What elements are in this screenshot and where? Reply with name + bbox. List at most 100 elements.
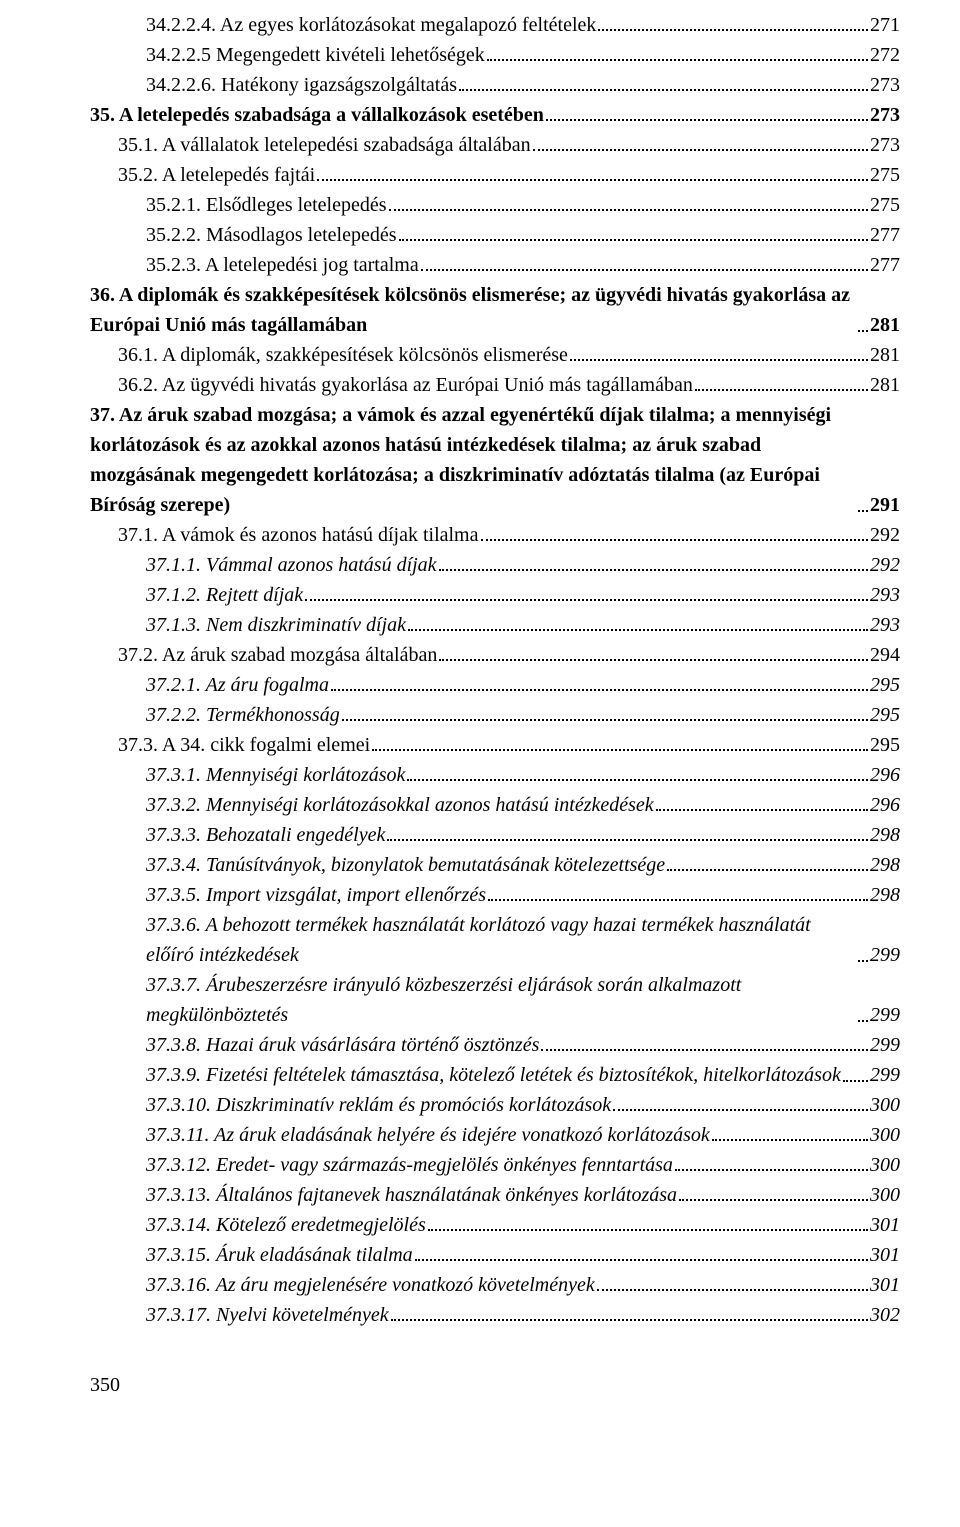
toc-title: 35.2.2. Másodlagos letelepedés xyxy=(146,220,397,250)
toc-leader xyxy=(858,314,868,332)
toc-page: 272 xyxy=(870,40,900,70)
toc-page: 295 xyxy=(870,670,900,700)
toc-leader xyxy=(679,1183,868,1201)
toc-page: 302 xyxy=(870,1300,900,1330)
page-number: 350 xyxy=(90,1370,900,1400)
toc-entry: 34.2.2.4. Az egyes korlátozásokat megala… xyxy=(146,10,900,40)
toc-leader xyxy=(459,73,868,91)
toc-entry: 37.3.6. A behozott termékek használatát … xyxy=(146,910,900,970)
toc-entry: 37.3.1. Mennyiségi korlátozások296 xyxy=(146,760,900,790)
toc-title: 37.3.16. Az áru megjelenésére vonatkozó … xyxy=(146,1270,595,1300)
toc-entry: 37.3.8. Hazai áruk vásárlására történő ö… xyxy=(146,1030,900,1060)
toc-title: 37.2.2. Termékhonosság xyxy=(146,700,340,730)
toc-title: 37.3.1. Mennyiségi korlátozások xyxy=(146,760,405,790)
toc-page: 273 xyxy=(870,100,900,130)
toc-entry: 37.3.16. Az áru megjelenésére vonatkozó … xyxy=(146,1270,900,1300)
toc-leader xyxy=(570,343,868,361)
toc-leader xyxy=(391,1303,868,1321)
toc-entry: 37.3.5. Import vizsgálat, import ellenőr… xyxy=(146,880,900,910)
toc-leader xyxy=(598,13,868,31)
toc-leader xyxy=(843,1064,868,1082)
toc-entry: 37.3.11. Az áruk eladásának helyére és i… xyxy=(146,1120,900,1150)
toc-leader xyxy=(421,253,868,271)
toc-entry: 37.3.9. Fizetési feltételek támasztása, … xyxy=(146,1060,900,1090)
toc-leader xyxy=(372,733,868,751)
toc-leader xyxy=(858,494,868,512)
toc-entry: 36.1. A diplomák, szakképesítések kölcsö… xyxy=(118,340,900,370)
toc-entry: 37.1.1. Vámmal azonos hatású díjak292 xyxy=(146,550,900,580)
toc-leader xyxy=(487,43,868,61)
toc-entry: 34.2.2.6. Hatékony igazságszolgáltatás27… xyxy=(146,70,900,100)
toc-leader xyxy=(407,763,868,781)
toc-title: 37. Az áruk szabad mozgása; a vámok és a… xyxy=(90,400,856,520)
toc-leader xyxy=(667,853,868,871)
toc-page: 300 xyxy=(870,1090,900,1120)
toc-leader xyxy=(597,1273,868,1291)
toc-entry: 37.1. A vámok és azonos hatású díjak til… xyxy=(118,520,900,550)
toc-title: 37.3.10. Diszkriminatív reklám és promóc… xyxy=(146,1090,611,1120)
toc-title: 37.3.11. Az áruk eladásának helyére és i… xyxy=(146,1120,710,1150)
toc-leader xyxy=(488,883,868,901)
toc-title: 37.3.6. A behozott termékek használatát … xyxy=(146,910,856,970)
toc-title: 35.2. A letelepedés fajtái xyxy=(118,160,315,190)
toc-leader xyxy=(695,373,868,391)
toc-page: 275 xyxy=(870,190,900,220)
toc-title: 37.2. Az áruk szabad mozgása általában xyxy=(118,640,437,670)
toc-leader xyxy=(342,703,868,721)
toc-entry: 37.3.4. Tanúsítványok, bizonylatok bemut… xyxy=(146,850,900,880)
toc-page: 295 xyxy=(870,730,900,760)
toc-entry: 37.3. A 34. cikk fogalmi elemei295 xyxy=(118,730,900,760)
toc-page: 281 xyxy=(870,310,900,340)
toc-container: 34.2.2.4. Az egyes korlátozásokat megala… xyxy=(90,10,900,1330)
toc-page: 298 xyxy=(870,880,900,910)
toc-leader xyxy=(656,793,868,811)
toc-page: 293 xyxy=(870,610,900,640)
toc-page: 277 xyxy=(870,250,900,280)
toc-entry: 37.1.3. Nem diszkriminatív díjak 293 xyxy=(146,610,900,640)
toc-entry: 35. A letelepedés szabadsága a vállalkoz… xyxy=(90,100,900,130)
toc-entry: 37.3.2. Mennyiségi korlátozásokkal azono… xyxy=(146,790,900,820)
toc-entry: 37.3.17. Nyelvi követelmények 302 xyxy=(146,1300,900,1330)
toc-title: 37.3.14. Kötelező eredetmegjelölés xyxy=(146,1210,426,1240)
toc-title: 37.3.12. Eredet- vagy származás-megjelöl… xyxy=(146,1150,673,1180)
toc-page: 299 xyxy=(870,1060,900,1090)
toc-entry: 35.2. A letelepedés fajtái 275 xyxy=(118,160,900,190)
toc-page: 301 xyxy=(870,1270,900,1300)
toc-title: 37.3.15. Áruk eladásának tilalma xyxy=(146,1240,413,1270)
toc-title: 35. A letelepedés szabadsága a vállalkoz… xyxy=(90,100,544,130)
toc-entry: 37. Az áruk szabad mozgása; a vámok és a… xyxy=(90,400,900,520)
toc-page: 292 xyxy=(870,550,900,580)
toc-entry: 37.2. Az áruk szabad mozgása általában29… xyxy=(118,640,900,670)
toc-leader xyxy=(546,103,868,121)
toc-page: 275 xyxy=(870,160,900,190)
toc-leader xyxy=(408,613,868,631)
toc-page: 277 xyxy=(870,220,900,250)
toc-leader xyxy=(387,823,868,841)
toc-page: 296 xyxy=(870,790,900,820)
toc-title: 37.1.2. Rejtett díjak xyxy=(146,580,303,610)
toc-title: 37.2.1. Az áru fogalma xyxy=(146,670,329,700)
toc-title: 37.3.17. Nyelvi követelmények xyxy=(146,1300,389,1330)
toc-leader xyxy=(399,223,869,241)
toc-leader xyxy=(675,1153,868,1171)
toc-leader xyxy=(439,643,868,661)
toc-title: 35.2.3. A letelepedési jog tartalma xyxy=(146,250,419,280)
toc-title: 35.1. A vállalatok letelepedési szabadsá… xyxy=(118,130,531,160)
toc-title: 37.3.2. Mennyiségi korlátozásokkal azono… xyxy=(146,790,654,820)
toc-title: 36.2. Az ügyvédi hivatás gyakorlása az E… xyxy=(118,370,693,400)
toc-page: 293 xyxy=(870,580,900,610)
toc-entry: 37.2.1. Az áru fogalma 295 xyxy=(146,670,900,700)
toc-entry: 35.2.3. A letelepedési jog tartalma 277 xyxy=(146,250,900,280)
toc-page: 281 xyxy=(870,340,900,370)
toc-leader xyxy=(712,1123,868,1141)
toc-leader xyxy=(858,1004,868,1022)
toc-page: 299 xyxy=(870,940,900,970)
toc-title: 34.2.2.5 Megengedett kivételi lehetősége… xyxy=(146,40,485,70)
toc-entry: 36.2. Az ügyvédi hivatás gyakorlása az E… xyxy=(118,370,900,400)
toc-title: 37.1.3. Nem diszkriminatív díjak xyxy=(146,610,406,640)
toc-title: 35.2.1. Elsődleges letelepedés xyxy=(146,190,387,220)
toc-title: 37.3.8. Hazai áruk vásárlására történő ö… xyxy=(146,1030,539,1060)
toc-title: 37.3.13. Általános fajtanevek használatá… xyxy=(146,1180,677,1210)
toc-leader xyxy=(481,523,869,541)
toc-page: 300 xyxy=(870,1180,900,1210)
